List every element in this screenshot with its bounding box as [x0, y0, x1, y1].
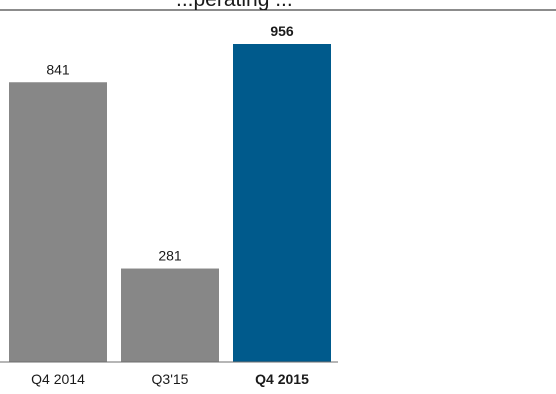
bar-1	[121, 268, 219, 362]
bar-2	[233, 44, 331, 362]
value-label-0: 841	[46, 61, 70, 77]
bar-0	[9, 82, 107, 362]
value-label-1: 281	[158, 248, 182, 264]
category-label-0: Q4 2014	[31, 371, 85, 387]
chart-title-fragment: ...perating ...	[176, 0, 293, 11]
value-label-2: 956	[270, 23, 294, 39]
plot-area: 841 Q4 2014 281 Q3'15 956 Q4 2015 ...perating …	[9, 0, 331, 387]
category-label-2: Q4 2015	[255, 371, 309, 387]
category-label-1: Q3'15	[152, 371, 189, 387]
